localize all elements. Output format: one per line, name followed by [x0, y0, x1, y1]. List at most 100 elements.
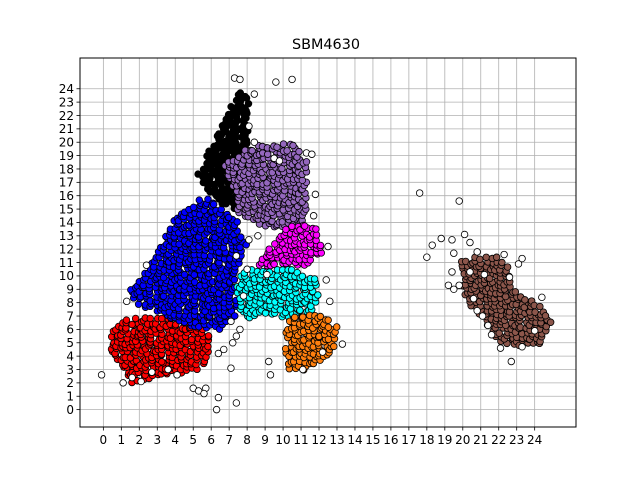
x-tick-label: 16 — [383, 433, 398, 447]
x-tick-label: 6 — [207, 433, 215, 447]
data-point — [511, 288, 520, 296]
y-tick-label: 18 — [59, 162, 74, 176]
data-point — [482, 253, 490, 261]
y-tick-label: 8 — [66, 296, 74, 310]
data-point — [314, 291, 322, 299]
data-point — [236, 325, 244, 334]
data-point — [173, 371, 181, 379]
data-point — [146, 314, 154, 323]
data-point — [137, 377, 145, 386]
data-point — [204, 332, 213, 340]
data-point — [128, 320, 136, 329]
x-tick-label: 21 — [473, 433, 488, 447]
data-point — [236, 75, 244, 84]
y-tick-label: 10 — [59, 269, 74, 283]
y-tick-label: 15 — [59, 202, 74, 216]
data-point — [473, 248, 481, 256]
data-point — [97, 371, 106, 379]
data-point — [289, 141, 297, 150]
data-point — [448, 268, 456, 276]
x-axis: 0 1 2 3 4 5 6 7 8 9 10 11 12 13 14 15 16 17 18 19 20 21 22 23 24 — [100, 427, 542, 447]
data-point — [131, 314, 140, 323]
data-point — [250, 138, 259, 146]
x-tick-label: 18 — [419, 433, 434, 447]
data-point — [270, 260, 278, 268]
data-point — [455, 281, 463, 289]
data-point — [437, 234, 445, 243]
data-point — [478, 312, 487, 320]
data-point — [209, 200, 218, 209]
data-point — [324, 335, 333, 344]
data-point — [505, 273, 514, 281]
chart-title: SBM4630 — [292, 37, 360, 53]
data-point — [264, 150, 272, 158]
x-tick-label: 22 — [491, 433, 506, 447]
data-point — [450, 285, 458, 293]
y-tick-label: 16 — [59, 189, 74, 203]
y-tick-label: 17 — [59, 176, 74, 190]
data-point — [514, 260, 523, 268]
data-point — [312, 225, 320, 233]
data-point — [503, 263, 512, 271]
data-point — [231, 312, 239, 320]
data-point — [495, 329, 503, 337]
y-tick-label: 11 — [59, 256, 74, 270]
y-tick-label: 4 — [66, 349, 74, 363]
data-points — [97, 74, 555, 414]
x-tick-label: 23 — [509, 433, 524, 447]
data-point — [250, 90, 259, 98]
data-point — [214, 349, 223, 358]
data-point — [202, 237, 210, 245]
y-tick-label: 24 — [59, 82, 74, 96]
data-point — [450, 249, 458, 257]
x-tick-label: 2 — [135, 433, 143, 447]
data-point — [309, 212, 318, 220]
data-point — [164, 365, 172, 374]
y-tick-label: 2 — [66, 376, 74, 390]
data-point — [200, 389, 208, 398]
data-point — [205, 295, 213, 304]
x-tick-label: 1 — [118, 433, 126, 447]
data-point — [466, 268, 474, 276]
x-tick-label: 13 — [329, 433, 344, 447]
data-point — [230, 276, 239, 284]
data-point — [324, 316, 332, 324]
data-point — [423, 253, 431, 261]
data-point — [123, 297, 131, 306]
data-point — [180, 270, 189, 279]
data-point — [283, 147, 291, 155]
data-point — [480, 270, 489, 279]
data-point — [119, 379, 127, 387]
y-tick-label: 3 — [66, 363, 74, 377]
data-point — [326, 297, 334, 306]
data-point — [245, 236, 253, 244]
data-point — [134, 300, 143, 308]
data-point — [324, 323, 333, 331]
data-point — [275, 157, 284, 165]
data-point — [241, 92, 249, 101]
data-point — [128, 373, 136, 382]
x-tick-label: 8 — [243, 433, 251, 447]
data-point — [484, 321, 492, 330]
data-point — [227, 364, 235, 372]
data-point — [148, 368, 156, 376]
data-point — [263, 270, 271, 279]
data-point — [487, 331, 496, 339]
data-point — [272, 78, 280, 86]
data-point — [316, 241, 325, 250]
data-point — [322, 276, 330, 284]
x-tick-label: 5 — [189, 433, 197, 447]
data-point — [279, 140, 288, 148]
data-point — [466, 238, 474, 247]
data-point — [158, 358, 166, 366]
x-tick-label: 10 — [275, 433, 290, 447]
data-point — [232, 252, 241, 260]
data-point — [338, 340, 347, 348]
data-point — [301, 222, 309, 230]
data-point — [266, 371, 275, 379]
data-point — [448, 236, 456, 244]
x-tick-label: 20 — [455, 433, 470, 447]
y-tick-label: 7 — [66, 309, 74, 323]
data-point — [460, 230, 469, 239]
